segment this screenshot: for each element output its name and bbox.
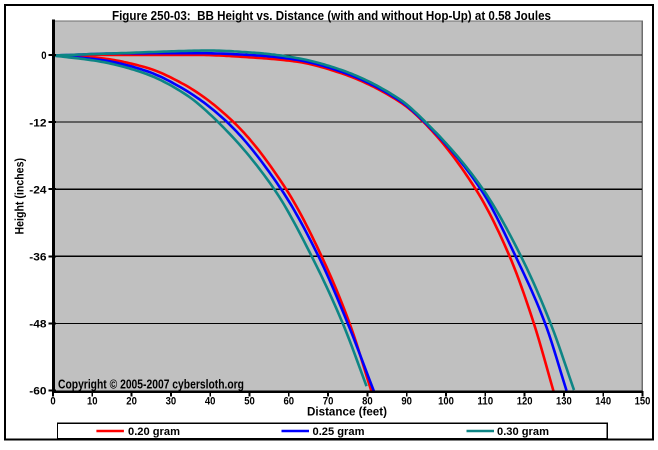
svg-text:30: 30 bbox=[166, 396, 177, 408]
svg-text:Height (inches): Height (inches) bbox=[13, 158, 26, 235]
svg-text:Figure 250-03: BB Height vs.: Figure 250-03: BB Height vs. Distance (w… bbox=[112, 9, 551, 23]
svg-text:0.20 gram: 0.20 gram bbox=[128, 426, 180, 438]
svg-text:10: 10 bbox=[87, 396, 98, 408]
svg-text:120: 120 bbox=[517, 396, 533, 408]
svg-text:-36: -36 bbox=[29, 252, 46, 264]
svg-text:0: 0 bbox=[41, 50, 46, 62]
svg-text:-12: -12 bbox=[29, 117, 46, 129]
svg-text:-60: -60 bbox=[29, 386, 46, 398]
svg-text:0.30 gram: 0.30 gram bbox=[497, 426, 549, 438]
svg-text:0.25 gram: 0.25 gram bbox=[313, 426, 365, 438]
svg-text:140: 140 bbox=[595, 396, 611, 408]
svg-text:130: 130 bbox=[556, 396, 572, 408]
svg-text:-48: -48 bbox=[29, 319, 46, 331]
svg-text:50: 50 bbox=[244, 396, 255, 408]
svg-text:110: 110 bbox=[477, 396, 493, 408]
svg-text:80: 80 bbox=[362, 396, 373, 408]
svg-text:90: 90 bbox=[401, 396, 412, 408]
svg-text:Copyright © 2005-2007 cyberslo: Copyright © 2005-2007 cybersloth.org bbox=[58, 377, 244, 391]
svg-text:60: 60 bbox=[284, 396, 295, 408]
svg-text:40: 40 bbox=[205, 396, 216, 408]
svg-text:Distance (feet): Distance (feet) bbox=[307, 405, 387, 418]
svg-text:70: 70 bbox=[323, 396, 334, 408]
svg-text:-24: -24 bbox=[29, 184, 47, 196]
svg-text:0: 0 bbox=[50, 396, 55, 408]
svg-text:100: 100 bbox=[438, 396, 454, 408]
svg-text:150: 150 bbox=[635, 396, 651, 408]
svg-text:20: 20 bbox=[126, 396, 137, 408]
